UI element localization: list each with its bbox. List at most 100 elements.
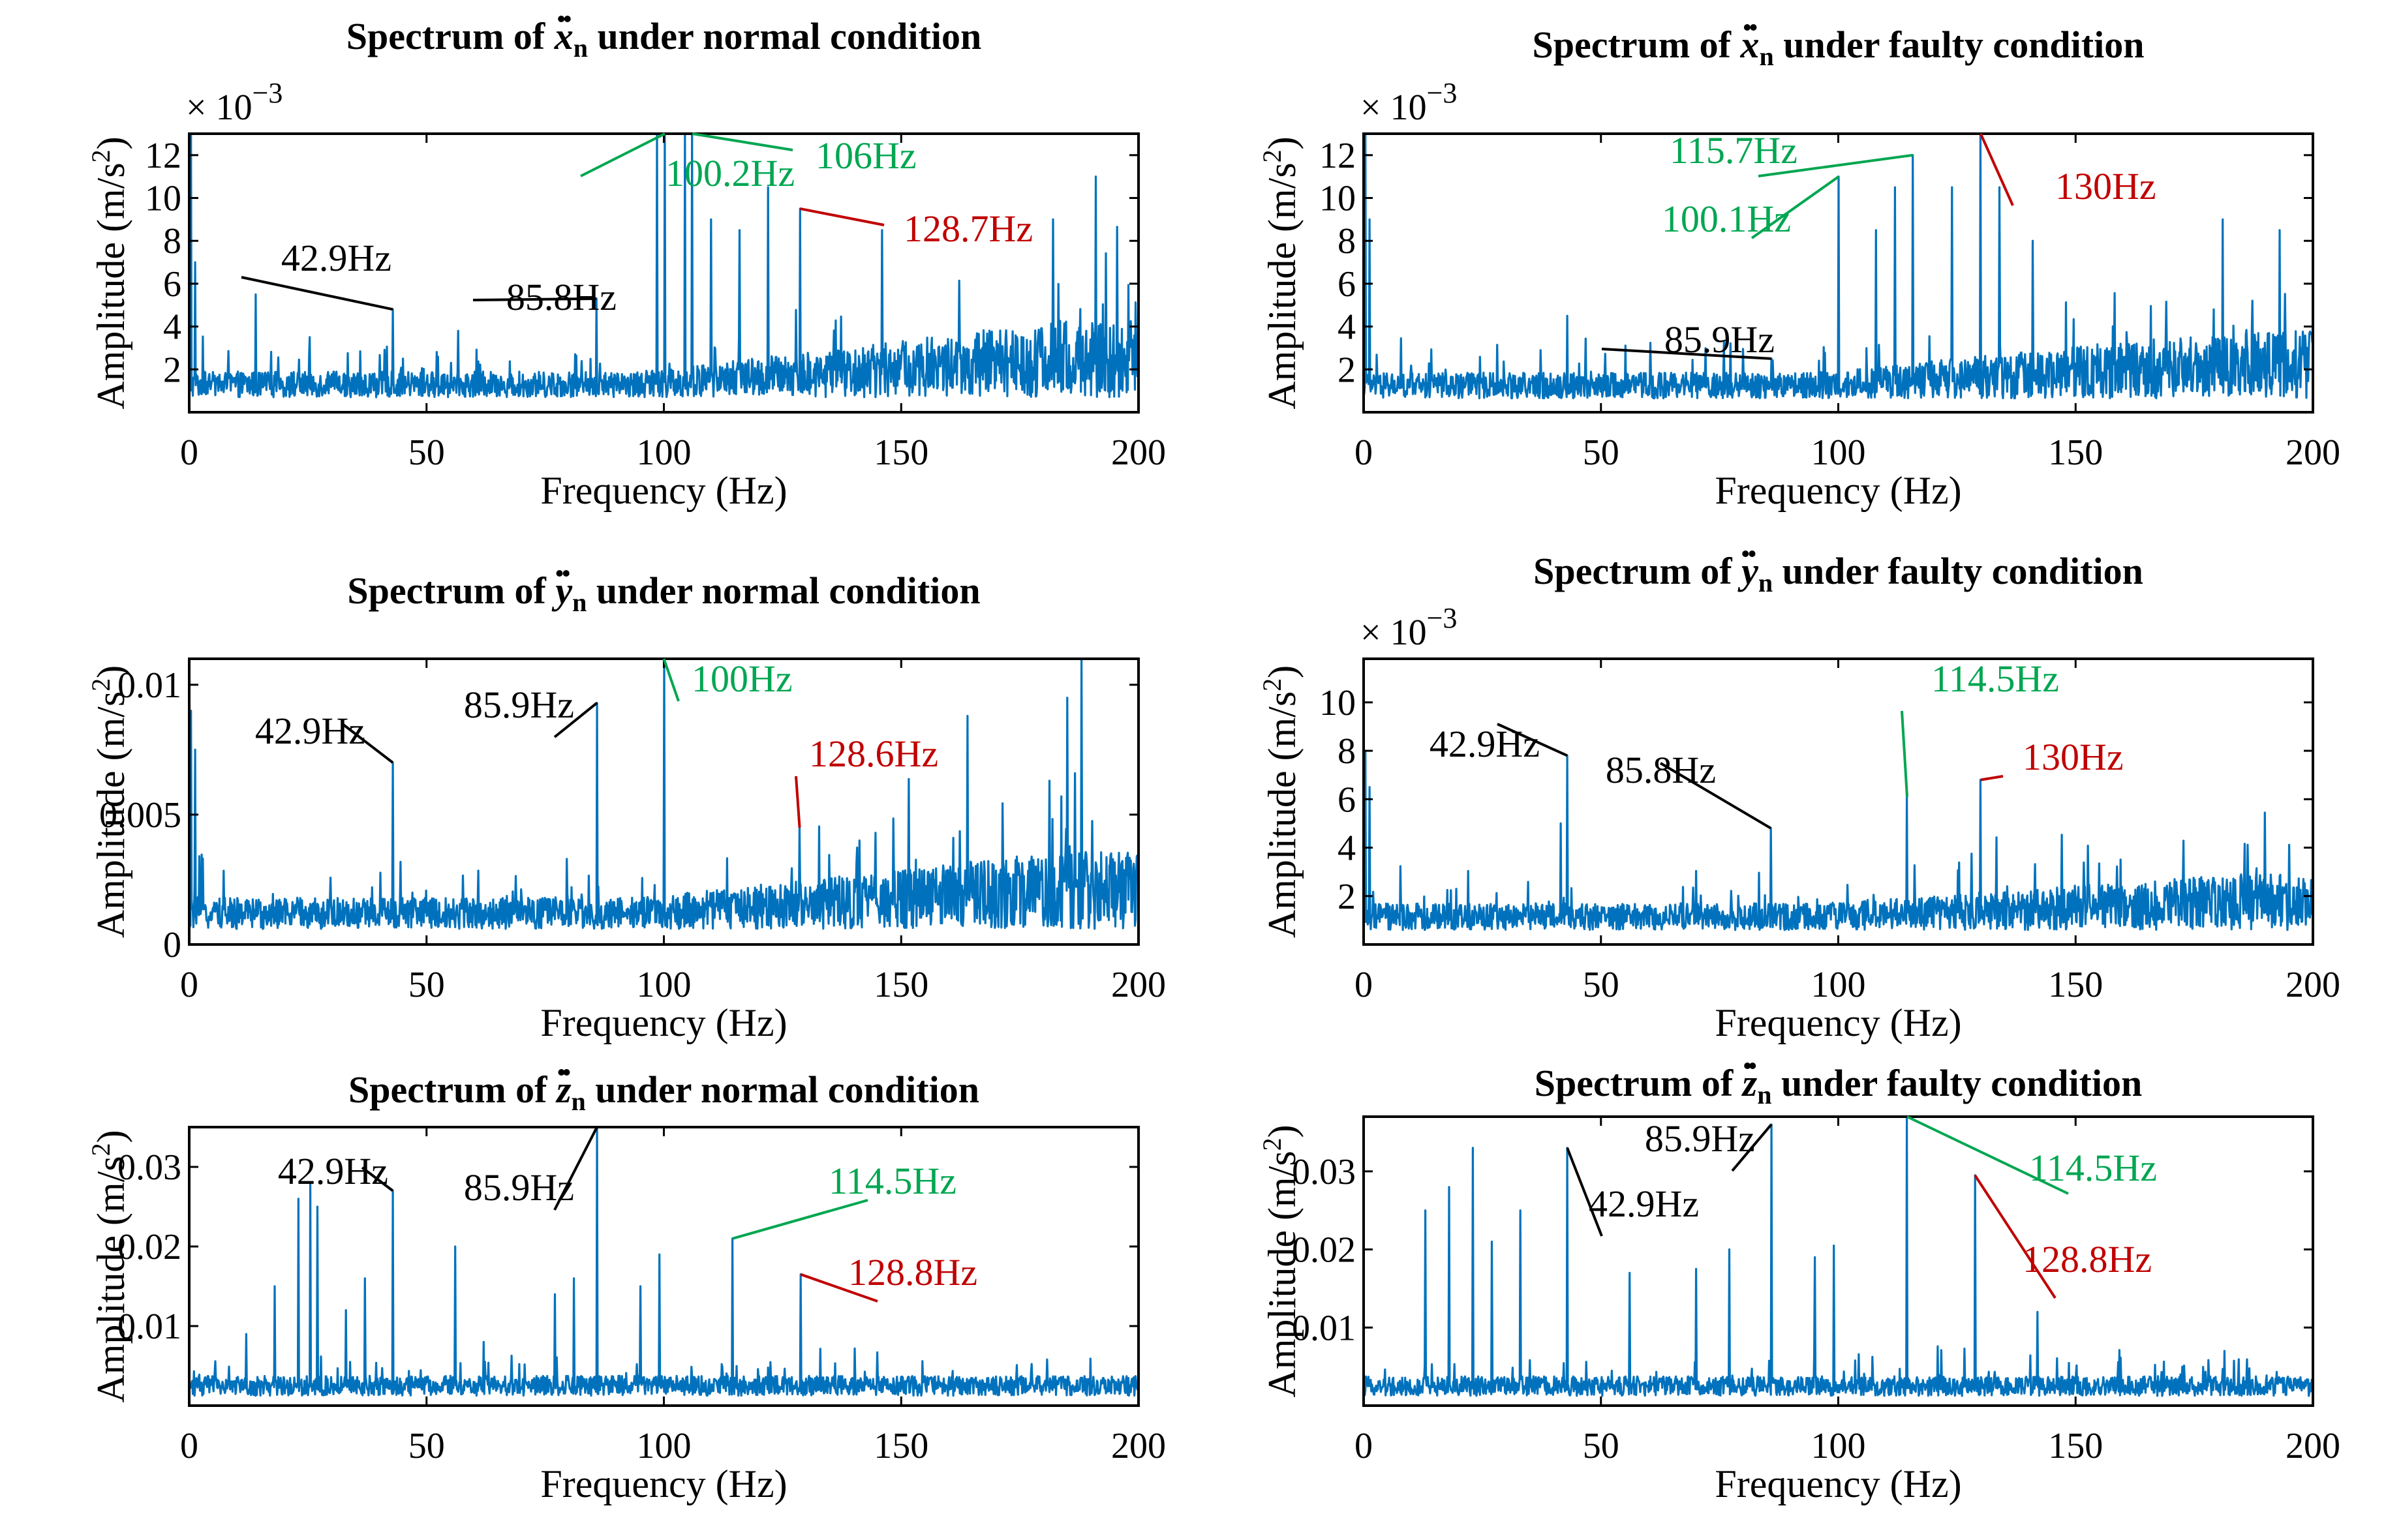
x-tick-label: 150 <box>2048 965 2103 1005</box>
annotation-label: 42.9Hz <box>255 710 365 752</box>
x-axis-label: Frequency (Hz) <box>1715 1001 1961 1044</box>
annotation-leader <box>1980 775 2004 781</box>
y-tick-label: 8 <box>163 221 181 262</box>
chart-title: Spectrum of xn under faulty condition <box>1533 23 2145 71</box>
title-variable: y <box>1737 550 1758 592</box>
annotation-label: 100Hz <box>692 657 793 700</box>
title-prefix: Spectrum of <box>1533 23 1741 66</box>
x-tick-label: 100 <box>637 965 692 1005</box>
x-tick-label: 200 <box>1111 432 1166 473</box>
title-prefix: Spectrum of <box>347 569 555 612</box>
y-tick-label: 2 <box>1338 350 1356 390</box>
title-ddot <box>1749 551 1756 557</box>
x-tick-label: 50 <box>1583 1426 1619 1466</box>
y-tick-label: 12 <box>145 136 181 176</box>
spectrum-series <box>1362 749 2314 931</box>
annotation-label: 106Hz <box>816 134 917 177</box>
annotation-leader <box>1659 762 1772 830</box>
annotation-label: 85.9Hz <box>464 1166 574 1209</box>
x-tick-label: 200 <box>2286 432 2340 473</box>
title-suffix: under normal condition <box>586 1068 979 1111</box>
y-tick-label: 10 <box>145 179 181 219</box>
annotation-label: 85.9Hz <box>1664 318 1775 361</box>
x-axis-label: Frequency (Hz) <box>1715 1462 1961 1505</box>
annotation-leader <box>472 297 597 301</box>
x-tick-label: 200 <box>2286 1426 2340 1466</box>
x-axis-label: Frequency (Hz) <box>1715 469 1961 512</box>
y-tick-label: 8 <box>1338 731 1356 772</box>
title-ddot <box>1742 551 1749 557</box>
title-subscript: n <box>572 588 587 617</box>
annotation-label: 42.9Hz <box>278 1150 388 1192</box>
title-prefix: Spectrum of <box>346 15 555 57</box>
y-tick-label: 0.03 <box>1292 1152 1356 1192</box>
x-tick-label: 0 <box>1354 965 1373 1005</box>
title-suffix: under normal condition <box>588 15 981 57</box>
y-tick-label: 6 <box>1338 779 1356 820</box>
title-ddot <box>556 570 563 577</box>
title-ddot <box>563 1069 570 1076</box>
chart-title: Spectrum of zn under normal condition <box>348 1068 979 1116</box>
y-axis-label: Amplitude (m/s2) <box>1257 136 1304 409</box>
annotation-label: 85.8Hz <box>506 276 617 318</box>
x-tick-label: 0 <box>180 432 198 473</box>
x-axis-label: Frequency (Hz) <box>540 1001 787 1044</box>
x-axis-label: Frequency (Hz) <box>540 469 787 512</box>
y-scale-multiplier: × 10−3 <box>1360 602 1457 653</box>
y-tick-label: 0.02 <box>1292 1230 1356 1271</box>
title-ddot <box>1750 24 1757 31</box>
chart-title: Spectrum of yn under faulty condition <box>1533 550 2143 597</box>
y-tick-label: 10 <box>1319 683 1356 723</box>
x-tick-label: 100 <box>637 1426 692 1466</box>
spectrum-series <box>1362 132 2314 400</box>
title-ddot <box>558 16 565 22</box>
y-tick-label: 0.01 <box>117 1306 181 1347</box>
annotation-leader <box>241 276 393 311</box>
title-ddot <box>1749 1063 1756 1069</box>
annotation-label: 114.5Hz <box>2029 1147 2157 1189</box>
annotation-leader <box>361 1166 394 1192</box>
title-variable: y <box>551 569 572 612</box>
annotation-label: 128.8Hz <box>2023 1238 2152 1280</box>
annotation-leader <box>1566 1147 1603 1237</box>
x-tick-label: 50 <box>408 432 445 473</box>
annotation-leader <box>1751 175 1840 239</box>
annotation-label: 85.8Hz <box>1606 749 1716 791</box>
title-variable: z <box>1741 1062 1758 1104</box>
x-tick-label: 150 <box>874 965 928 1005</box>
subplot-6: Spectrum of zn under faulty condition 0 50… <box>1257 1062 2340 1505</box>
x-tick-label: 0 <box>180 1426 198 1466</box>
subplot-2: Spectrum of xn under faulty condition 0 50… <box>1257 23 2340 512</box>
annotation-leader <box>553 1126 598 1211</box>
title-subscript: n <box>574 33 588 63</box>
chart-title: Spectrum of xn under normal condition <box>346 15 981 63</box>
axes-box <box>1362 1115 2314 1407</box>
title-subscript: n <box>1758 568 1773 597</box>
y-tick-label: 0.02 <box>117 1227 181 1267</box>
y-axis-label: Amplitude (m/s2) <box>86 665 132 938</box>
y-tick-label: 0.005 <box>99 795 181 836</box>
x-tick-label: 100 <box>1811 965 1866 1005</box>
y-tick-label: 10 <box>1319 179 1356 219</box>
title-ddot <box>558 1069 565 1076</box>
y-tick-label: 2 <box>163 350 181 390</box>
x-tick-label: 200 <box>2286 965 2340 1005</box>
annotation-leader <box>580 132 665 177</box>
y-tick-label: 0.01 <box>117 665 181 706</box>
title-suffix: under faulty condition <box>1774 23 2145 66</box>
title-variable: x <box>554 15 574 57</box>
x-tick-label: 150 <box>874 432 928 473</box>
y-tick-label: 4 <box>1338 828 1356 869</box>
y-tick-label: 6 <box>1338 264 1356 305</box>
x-tick-label: 100 <box>637 432 692 473</box>
annotation-leader <box>1497 723 1568 757</box>
annotation-label: 42.9Hz <box>1430 723 1540 765</box>
annotation-label: 114.5Hz <box>829 1160 956 1202</box>
x-tick-label: 0 <box>1354 432 1373 473</box>
subplot-5: Spectrum of zn under normal condition 0 50… <box>86 1068 1166 1505</box>
y-tick-label: 8 <box>1338 221 1356 262</box>
title-prefix: Spectrum of <box>348 1068 557 1111</box>
annotation-label: 100.1Hz <box>1662 198 1791 240</box>
title-variable: x <box>1739 23 1759 66</box>
x-tick-label: 200 <box>1111 1426 1166 1466</box>
